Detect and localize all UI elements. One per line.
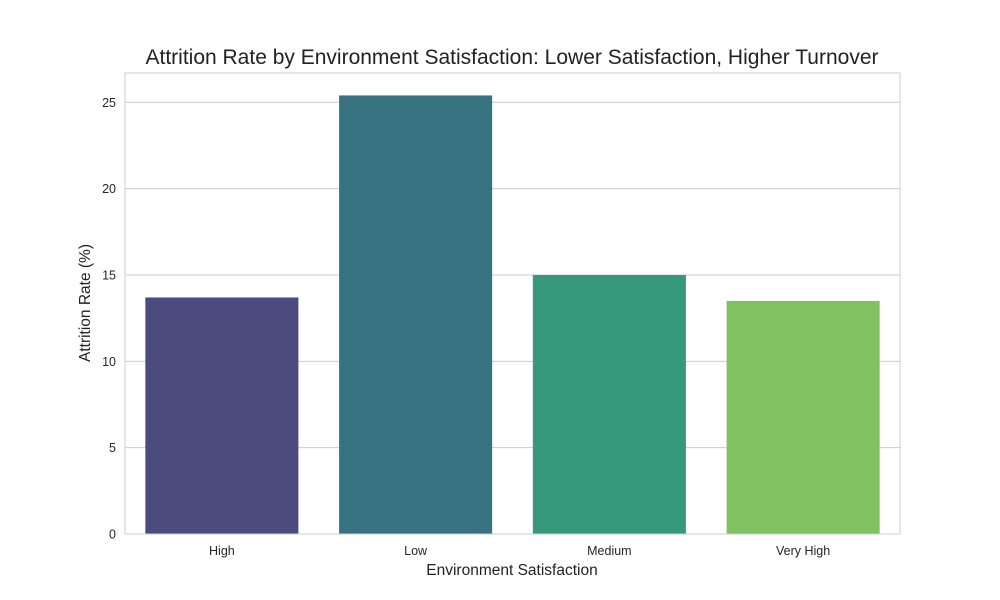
x-tick-label: Medium bbox=[587, 544, 631, 558]
y-axis-label: Attrition Rate (%) bbox=[77, 244, 94, 362]
x-tick-label: Low bbox=[404, 544, 428, 558]
bar-low bbox=[339, 95, 493, 535]
y-tick-label: 5 bbox=[109, 441, 116, 455]
plot-frame bbox=[124, 72, 901, 535]
bar-very-high bbox=[726, 300, 880, 534]
y-tick-labels: 0 5 10 15 20 25 bbox=[102, 96, 116, 542]
bar-high bbox=[145, 297, 299, 534]
bars bbox=[145, 95, 880, 535]
x-tick-label: High bbox=[209, 544, 235, 558]
y-tick-label: 0 bbox=[109, 528, 116, 542]
chart-title: Attrition Rate by Environment Satisfacti… bbox=[145, 46, 878, 69]
y-tick-label: 25 bbox=[102, 96, 116, 110]
x-tick-labels: High Low Medium Very High bbox=[209, 544, 830, 558]
bar-medium bbox=[532, 275, 686, 534]
x-tick-label: Very High bbox=[776, 544, 830, 558]
x-axis-label: Environment Satisfaction bbox=[426, 562, 597, 579]
y-tick-label: 10 bbox=[102, 355, 116, 369]
y-tick-label: 20 bbox=[102, 182, 116, 196]
y-tick-label: 15 bbox=[102, 269, 116, 283]
